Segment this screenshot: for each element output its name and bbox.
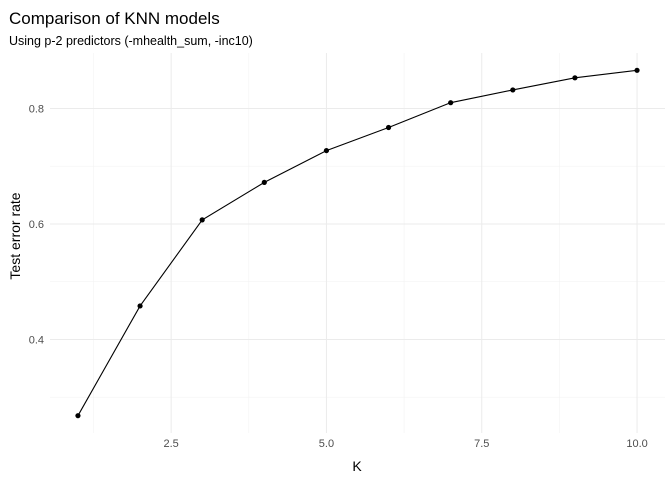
x-tick-label: 7.5 bbox=[474, 438, 489, 450]
data-point bbox=[199, 217, 205, 223]
data-point bbox=[323, 147, 330, 154]
y-tick-label: 0.8 bbox=[29, 103, 44, 115]
data-point bbox=[75, 413, 81, 419]
data-points bbox=[75, 67, 640, 419]
data-point bbox=[261, 179, 267, 185]
y-tick-label: 0.4 bbox=[29, 334, 44, 346]
y-tick-label: 0.6 bbox=[29, 219, 44, 231]
data-point bbox=[448, 100, 454, 106]
data-point bbox=[634, 67, 640, 73]
data-point bbox=[385, 124, 392, 131]
x-tick-label: 5.0 bbox=[319, 438, 334, 450]
chart-title: Comparison of KNN models bbox=[9, 9, 220, 28]
chart-subtitle: Using p-2 predictors (-mhealth_sum, -inc… bbox=[9, 34, 253, 48]
x-tick-label: 2.5 bbox=[163, 438, 178, 450]
data-point bbox=[137, 303, 143, 309]
y-axis-title: Test error rate bbox=[7, 192, 23, 279]
grid bbox=[50, 53, 665, 433]
data-point bbox=[510, 87, 516, 93]
data-point bbox=[572, 75, 578, 81]
x-axis-title: K bbox=[352, 458, 362, 474]
tick-labels: 2.5 5.0 7.5 10.0 0.4 0.6 0.8 bbox=[29, 103, 648, 450]
x-tick-label: 10.0 bbox=[626, 438, 647, 450]
series-line-group bbox=[77, 69, 638, 416]
series-line bbox=[77, 69, 638, 416]
